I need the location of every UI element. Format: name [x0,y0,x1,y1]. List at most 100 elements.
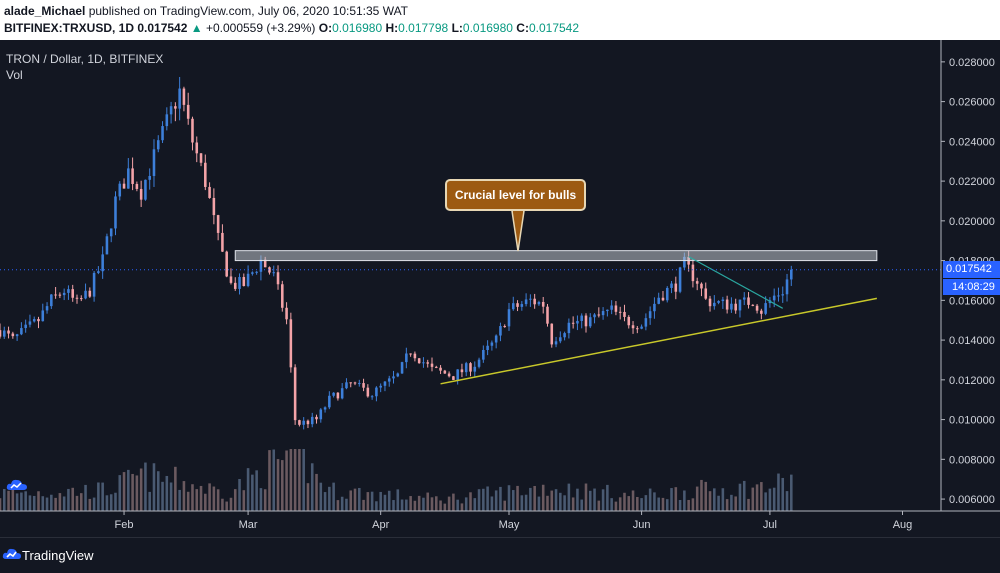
volume-bar [127,469,130,511]
candle-body [695,281,699,284]
volume-bar [618,497,622,511]
candle-body [665,287,669,301]
y-tick-label: 0.012000 [949,375,995,387]
candle-body [58,294,62,296]
volume-bar [541,484,545,511]
candle-body [503,326,507,328]
volume-bar [345,498,348,511]
volume-bar [161,481,164,511]
callout-box[interactable]: Crucial level for bulls [445,179,586,211]
candle-body [486,345,489,351]
volume-bar [713,488,716,511]
candle-body [683,256,686,268]
volume-bar [443,503,447,511]
volume-bar [216,489,220,511]
candle-body [263,259,267,268]
volume-bar [152,463,156,511]
candle-body [747,297,750,305]
volume-bar [730,494,733,511]
candle-body [118,183,122,197]
candle-body [54,294,57,296]
volume-bar [353,488,357,511]
volume-bar [233,489,237,511]
volume-bar [366,492,370,511]
volume-bar [340,496,344,511]
volume-bar [430,497,434,511]
volume-bar [606,484,609,511]
candle-body [144,179,147,200]
candle-body [396,373,400,377]
volume-bar [768,488,772,511]
resistance-zone[interactable] [234,250,878,262]
volume-bar [144,462,147,511]
candle-body [499,326,502,336]
candle-body [195,142,199,154]
volume-bar [695,486,699,511]
candle-body [259,259,263,272]
volume-bar [50,494,53,511]
volume-bar [178,489,181,511]
candle-body [571,322,575,324]
candle-body [755,305,759,311]
volume-bar [88,498,92,511]
descending-trendline[interactable] [688,256,784,309]
close-label: C: [516,21,529,35]
volume-bar [259,488,263,511]
volume-bar [67,488,70,511]
candle-body [405,353,408,363]
support-trendline[interactable] [440,297,877,385]
candle-body [92,272,96,297]
axes: 0.006000 0.008000 0.010000 0.012000 0.014000… [0,40,1000,537]
up-triangle-icon: ▲ [190,21,203,35]
drawings[interactable] [0,250,941,385]
volume-bar [370,491,374,511]
candle-body [28,321,32,325]
open-label: O: [318,21,333,35]
candle-body [674,283,678,292]
volume-bar [614,501,618,511]
y-tick-label: 0.016000 [949,295,995,307]
volume-label: Vol [6,68,23,82]
volume-bar [92,497,96,511]
candle-body [473,366,477,372]
volume-bar [204,493,207,511]
volume-bar [691,498,695,511]
volume-bar [772,487,776,511]
cloud-icon [6,479,28,490]
author-name[interactable]: alade_Michael [4,4,86,18]
volume-bar [319,482,323,511]
volume-bar [336,500,340,511]
volume-bar [640,498,643,511]
volume-bar [751,487,755,511]
candle-body [520,304,524,307]
candle-body [122,183,126,189]
candle-body [221,232,224,252]
volume-bar [499,486,502,511]
volume-bar [101,482,104,511]
candle-body [15,334,19,337]
candle-body [640,326,643,329]
volume-bar [742,480,746,511]
candle-body [760,310,763,314]
candle-body [323,407,327,410]
candle-body [494,335,498,343]
volume-bar [405,499,408,511]
candle-body [165,114,169,127]
candle-body [272,272,276,274]
tradingview-logo-icon[interactable] [2,546,22,562]
candle-body [580,315,583,321]
y-tick-label: 0.020000 [949,216,995,228]
volume-bar [323,492,327,511]
volume-bar [298,449,301,511]
candle-body [734,303,737,311]
tradingview-brand[interactable]: TradingView [22,548,94,563]
x-tick-label: Apr [372,519,389,531]
candle-body [434,366,438,368]
candle-body [593,314,596,318]
volume-bar [593,488,596,511]
candle-body [37,319,40,322]
candle-body [332,392,335,396]
price-chart[interactable]: 0.006000 0.008000 0.010000 0.012000 0.014000… [0,40,1000,537]
candle-body [439,367,442,371]
volume-bar [781,477,785,511]
